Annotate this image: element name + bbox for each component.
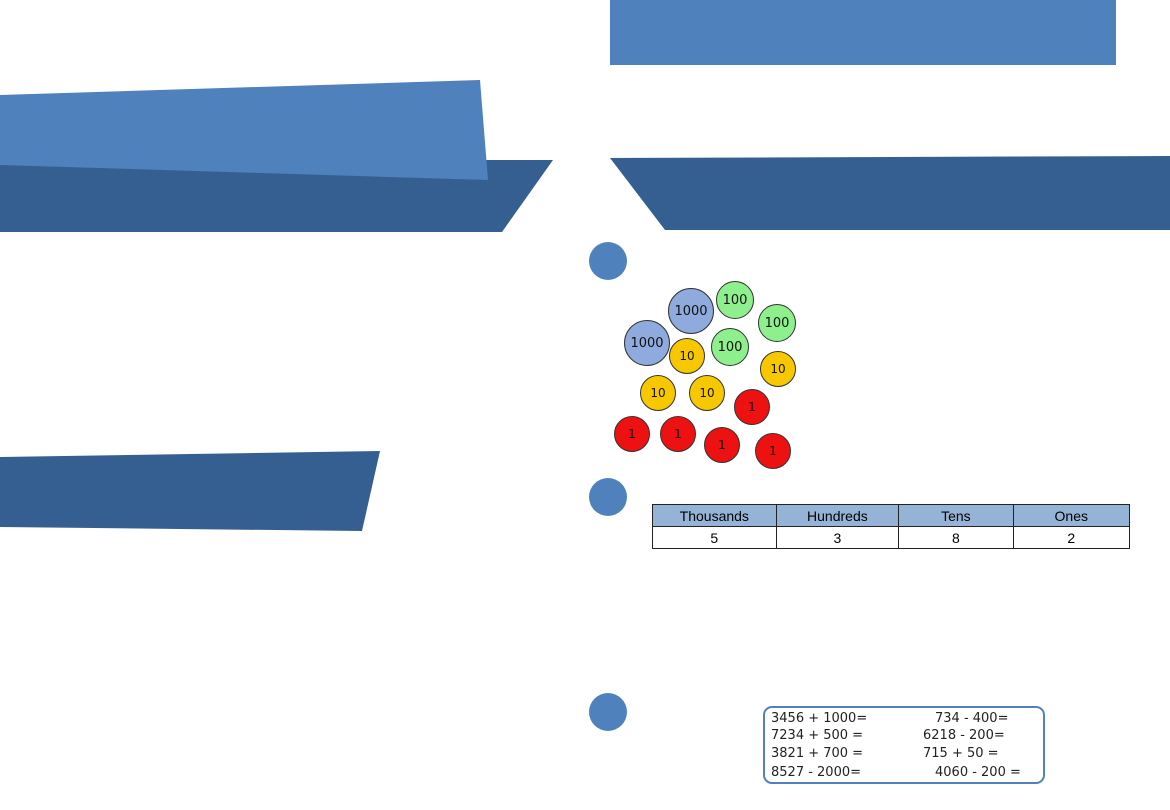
question-bullet-1 <box>589 242 627 280</box>
table-header-row: Thousands Hundreds Tens Ones <box>652 504 1131 527</box>
cell-thousands: 5 <box>652 526 777 549</box>
calculation-right-1: 734 - 400= <box>935 711 1009 726</box>
counter-hundred: 100 <box>758 304 796 342</box>
right-top-banner <box>610 0 1116 65</box>
left-light-banner <box>0 80 488 180</box>
calculation-left-1: 3456 + 1000= <box>771 711 868 726</box>
counter-ten: 10 <box>689 375 725 411</box>
table-row: 5 3 8 2 <box>652 526 1131 549</box>
counter-ten: 10 <box>640 375 676 411</box>
calculation-right-4: 4060 - 200 = <box>935 765 1021 780</box>
column-header-tens: Tens <box>898 504 1014 527</box>
counter-thousand: 1000 <box>624 320 670 366</box>
right-dark-banner <box>610 156 1170 230</box>
counter-one: 1 <box>704 427 740 463</box>
counter-hundred: 100 <box>716 281 754 319</box>
calculation-box: 3456 + 1000= 7234 + 500 = 3821 + 700 = 8… <box>763 706 1045 784</box>
counter-one: 1 <box>755 433 791 469</box>
calculation-left-2: 7234 + 500 = <box>771 728 864 743</box>
cell-hundreds: 3 <box>775 526 900 549</box>
counter-hundred: 100 <box>711 328 749 366</box>
cell-ones: 2 <box>1012 526 1131 549</box>
column-header-hundreds: Hundreds <box>775 504 900 527</box>
place-value-table: Thousands Hundreds Tens Ones 5 3 8 2 <box>652 504 1131 549</box>
counter-one: 1 <box>614 416 650 452</box>
counter-ten: 10 <box>760 351 796 387</box>
counter-one: 1 <box>660 416 696 452</box>
calculation-left-3: 3821 + 700 = <box>771 746 864 761</box>
counter-ten: 10 <box>669 338 705 374</box>
question-bullet-2 <box>589 478 627 516</box>
column-header-ones: Ones <box>1012 504 1131 527</box>
calculation-right-2: 6218 - 200= <box>923 728 1005 743</box>
left-lower-banner <box>0 451 380 531</box>
column-header-thousands: Thousands <box>652 504 777 527</box>
left-header-banner <box>0 80 553 232</box>
calculation-left-4: 8527 - 2000= <box>771 765 862 780</box>
left-dark-banner <box>0 160 553 232</box>
counter-thousand: 1000 <box>668 288 714 334</box>
counter-one: 1 <box>734 389 770 425</box>
calculation-right-3: 715 + 50 = <box>923 746 999 761</box>
question-bullet-3 <box>589 693 627 731</box>
cell-tens: 8 <box>898 526 1014 549</box>
